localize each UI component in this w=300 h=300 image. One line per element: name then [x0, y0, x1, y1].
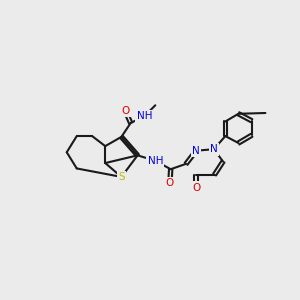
Text: N: N — [192, 146, 200, 156]
Text: N: N — [210, 144, 218, 154]
Text: NH: NH — [137, 111, 152, 121]
Text: O: O — [166, 178, 174, 188]
Text: O: O — [192, 183, 200, 193]
Text: S: S — [118, 172, 125, 182]
Text: NH: NH — [148, 156, 163, 166]
Text: O: O — [121, 106, 129, 116]
